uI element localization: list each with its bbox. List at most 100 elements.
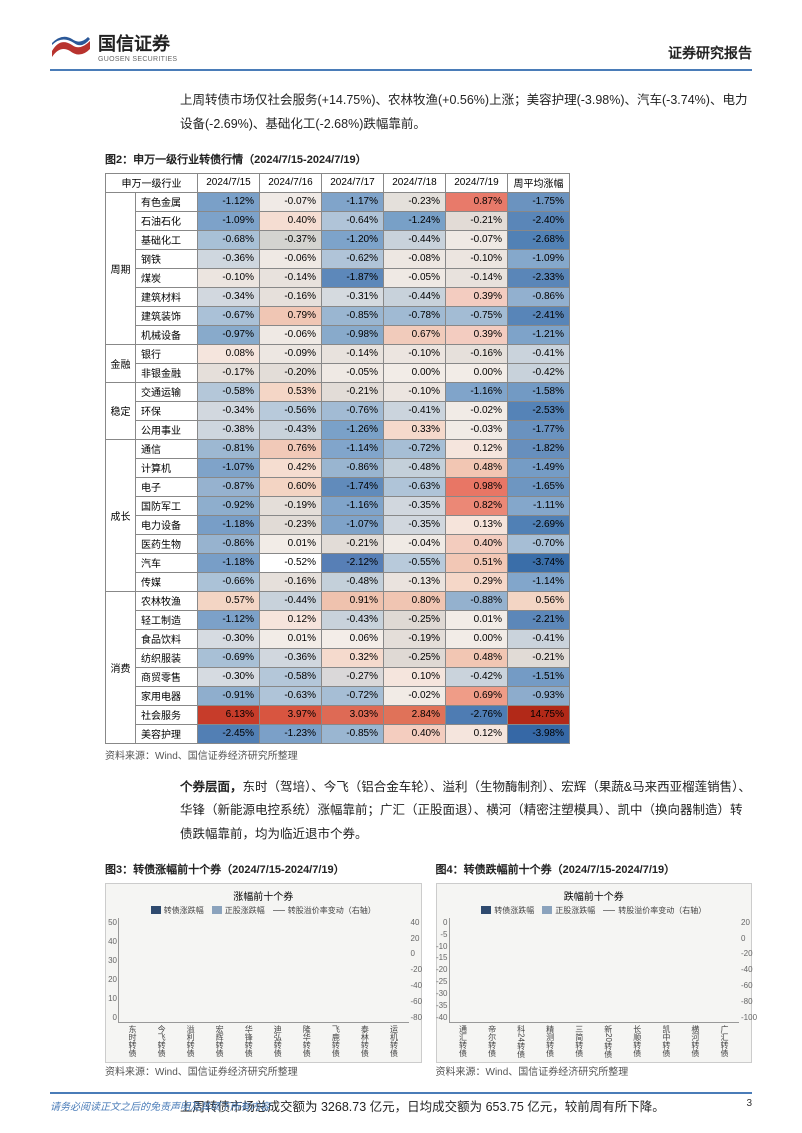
fig3-inner-title: 涨幅前十个券 [110, 888, 417, 903]
xlabel: 横河转债 [690, 1025, 701, 1067]
value-cell: -0.93% [508, 686, 570, 705]
value-cell: -0.88% [446, 591, 508, 610]
value-cell: -0.81% [198, 439, 260, 458]
value-cell: 0.01% [446, 610, 508, 629]
value-cell: 0.91% [322, 591, 384, 610]
fig4-chart: 跌幅前十个券 转债涨跌幅正股涨跌幅转股溢价率变动（右轴） 0-5-10-15-2… [436, 883, 753, 1063]
name-cell: 非银金融 [136, 363, 198, 382]
xlabel: 凯中转债 [661, 1025, 672, 1067]
value-cell: -0.23% [384, 192, 446, 211]
fig2-title: 图2：申万一级行业转债行情（2024/7/15-2024/7/19） [105, 151, 752, 167]
name-cell: 钢铁 [136, 249, 198, 268]
value-cell: -1.82% [508, 439, 570, 458]
name-cell: 环保 [136, 401, 198, 420]
page: 国信证券 GUOSEN SECURITIES 证券研究报告 上周转债市场仅社会服… [0, 0, 802, 1133]
value-cell: -0.98% [322, 325, 384, 344]
xlabel: 广汇转债 [719, 1025, 730, 1067]
name-cell: 石油石化 [136, 211, 198, 230]
value-cell: -2.76% [446, 705, 508, 724]
fig4-col: 图4：转债跌幅前十个券（2024/7/15-2024/7/19） 跌幅前十个券 … [436, 861, 753, 1092]
table-row: 石油石化-1.09%0.40%-0.64%-1.24%-0.21%-2.40% [106, 211, 570, 230]
category-cell: 金融 [106, 344, 136, 382]
value-cell: -0.44% [384, 287, 446, 306]
name-cell: 交通运输 [136, 382, 198, 401]
name-cell: 基础化工 [136, 230, 198, 249]
header-title: 证券研究报告 [668, 43, 752, 63]
fig4-yaxis2: 200-20-40-60-80-100 [741, 918, 763, 1022]
value-cell: -0.25% [384, 648, 446, 667]
value-cell: -1.26% [322, 420, 384, 439]
value-cell: 0.32% [322, 648, 384, 667]
value-cell: -0.25% [384, 610, 446, 629]
value-cell: -0.58% [198, 382, 260, 401]
page-number: 3 [746, 1098, 752, 1113]
legend-item: 转股溢价率变动（右轴） [603, 905, 706, 916]
value-cell: -1.51% [508, 667, 570, 686]
value-cell: -0.41% [384, 401, 446, 420]
value-cell: -0.75% [446, 306, 508, 325]
xlabel: 新20转债 [603, 1025, 614, 1067]
value-cell: -0.10% [198, 268, 260, 287]
value-cell: -0.69% [198, 648, 260, 667]
table-row: 传媒-0.66%-0.16%-0.48%-0.13%0.29%-1.14% [106, 572, 570, 591]
logo-text-cn: 国信证券 [98, 30, 177, 56]
name-cell: 医药生物 [136, 534, 198, 553]
fig4-bars [450, 918, 740, 1022]
value-cell: -1.09% [508, 249, 570, 268]
value-cell: 0.48% [446, 648, 508, 667]
table-header: 2024/7/16 [260, 173, 322, 192]
table-row: 国防军工-0.92%-0.19%-1.16%-0.35%0.82%-1.11% [106, 496, 570, 515]
value-cell: -0.21% [446, 211, 508, 230]
value-cell: -0.17% [198, 363, 260, 382]
value-cell: -0.35% [384, 496, 446, 515]
value-cell: -0.19% [260, 496, 322, 515]
value-cell: -0.86% [322, 458, 384, 477]
table-row: 汽车-1.18%-0.52%-2.12%-0.55%0.51%-3.74% [106, 553, 570, 572]
fig2-table: 申万一级行业2024/7/152024/7/162024/7/172024/7/… [105, 173, 570, 744]
value-cell: 3.97% [260, 705, 322, 724]
name-cell: 食品饮料 [136, 629, 198, 648]
value-cell: -0.05% [322, 363, 384, 382]
value-cell: -0.43% [260, 420, 322, 439]
value-cell: -0.48% [384, 458, 446, 477]
value-cell: -2.21% [508, 610, 570, 629]
value-cell: -1.77% [508, 420, 570, 439]
fig2-table-wrap: 申万一级行业2024/7/152024/7/162024/7/172024/7/… [105, 173, 752, 744]
name-cell: 传媒 [136, 572, 198, 591]
value-cell: -0.72% [384, 439, 446, 458]
fig4-title: 图4：转债跌幅前十个券（2024/7/15-2024/7/19） [436, 861, 753, 877]
logo-text-en: GUOSEN SECURITIES [98, 56, 177, 63]
xlabel: 迪弘转债 [272, 1025, 283, 1067]
value-cell: -1.09% [198, 211, 260, 230]
value-cell: -1.23% [260, 724, 322, 743]
value-cell: -0.58% [260, 667, 322, 686]
value-cell: -0.31% [322, 287, 384, 306]
name-cell: 计算机 [136, 458, 198, 477]
value-cell: -0.06% [260, 325, 322, 344]
name-cell: 建筑装饰 [136, 306, 198, 325]
value-cell: -0.20% [260, 363, 322, 382]
table-row: 医药生物-0.86%0.01%-0.21%-0.04%0.40%-0.70% [106, 534, 570, 553]
value-cell: -0.64% [322, 211, 384, 230]
value-cell: 6.13% [198, 705, 260, 724]
value-cell: -0.10% [446, 249, 508, 268]
value-cell: -0.02% [446, 401, 508, 420]
xlabel: 今飞转债 [156, 1025, 167, 1067]
fig4-xlabels: 通汇转债帝尔转债科24转债精测转债三简转债新20转债长顺转债凯中转债横河转债广汇… [449, 1025, 740, 1067]
table-header: 申万一级行业 [106, 173, 198, 192]
table-row: 电子-0.87%0.60%-1.74%-0.63%0.98%-1.65% [106, 477, 570, 496]
name-cell: 煤炭 [136, 268, 198, 287]
xlabel: 华锋转债 [243, 1025, 254, 1067]
value-cell: -0.48% [322, 572, 384, 591]
value-cell: -0.66% [198, 572, 260, 591]
table-row: 社会服务6.13%3.97%3.03%2.84%-2.76%14.75% [106, 705, 570, 724]
table-row: 公用事业-0.38%-0.43%-1.26%0.33%-0.03%-1.77% [106, 420, 570, 439]
name-cell: 国防军工 [136, 496, 198, 515]
value-cell: -2.69% [508, 515, 570, 534]
name-cell: 商贸零售 [136, 667, 198, 686]
name-cell: 电力设备 [136, 515, 198, 534]
table-header: 2024/7/17 [322, 173, 384, 192]
value-cell: -0.10% [384, 382, 446, 401]
value-cell: 0.00% [446, 363, 508, 382]
xlabel: 科24转债 [516, 1025, 527, 1067]
